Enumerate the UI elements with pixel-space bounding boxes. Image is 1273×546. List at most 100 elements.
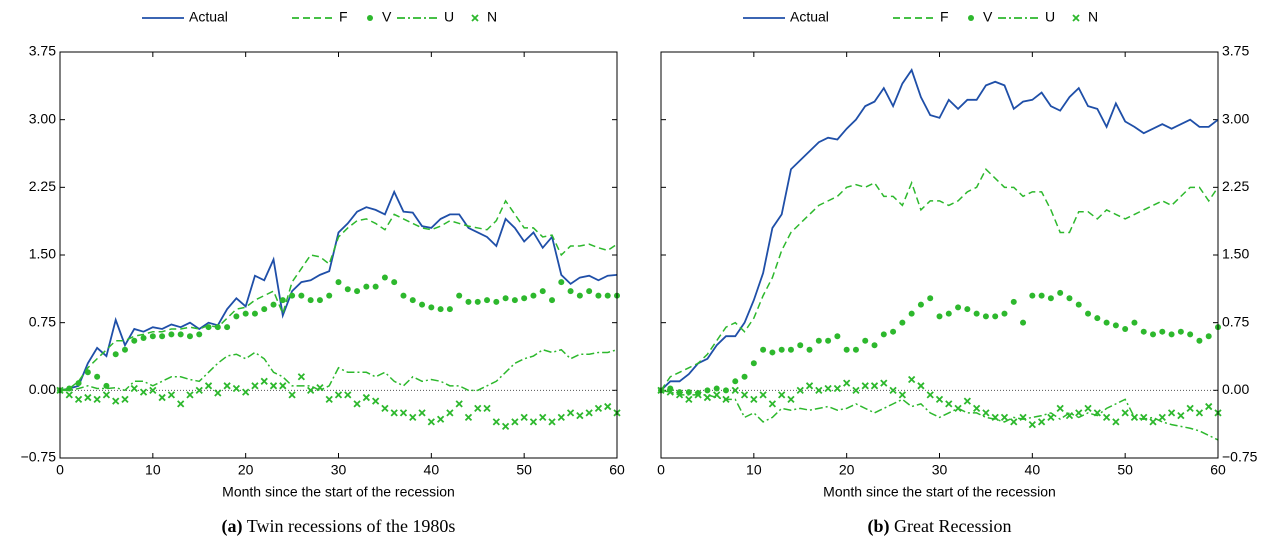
data-point — [464, 413, 473, 422]
data-point — [167, 391, 176, 399]
data-point — [926, 391, 934, 399]
data-point — [391, 279, 398, 286]
y-tick-label: 3.00 — [1222, 110, 1249, 126]
data-point — [270, 301, 277, 308]
data-point — [502, 295, 509, 302]
data-point — [363, 283, 370, 290]
data-point — [548, 418, 556, 426]
data-point — [344, 391, 352, 399]
data-point — [972, 404, 981, 413]
data-point — [805, 382, 814, 390]
data-point — [991, 413, 999, 422]
data-point — [955, 304, 962, 311]
legend-label: N — [487, 9, 497, 25]
data-point — [685, 395, 693, 403]
data-point — [1075, 409, 1083, 417]
data-point — [945, 400, 953, 408]
data-point — [1130, 413, 1139, 422]
data-point — [731, 386, 739, 394]
data-point — [149, 386, 157, 394]
data-point — [1102, 413, 1111, 422]
data-point — [325, 395, 333, 403]
data-point — [1010, 298, 1017, 305]
data-point — [446, 306, 453, 313]
data-point — [483, 404, 491, 413]
data-point — [1140, 328, 1147, 335]
data-point — [289, 292, 296, 299]
data-point — [778, 391, 786, 399]
data-point — [409, 297, 416, 304]
y-tick-label: −0.75 — [1222, 449, 1258, 465]
data-point — [130, 384, 138, 393]
data-point — [362, 393, 370, 402]
x-tick-label: 50 — [516, 462, 532, 478]
data-point — [354, 288, 361, 295]
data-point — [750, 395, 758, 403]
data-point — [815, 386, 823, 394]
data-point — [1038, 292, 1045, 299]
series-line — [59, 199, 618, 392]
panel: −0.75 0.00 0.75 1.50 2.25 3.00 3.75 0 10 20 30 40 50… — [657, 9, 1258, 537]
data-point — [1150, 331, 1157, 338]
legend-marker — [471, 14, 479, 22]
data-point — [954, 404, 962, 413]
data-point — [298, 292, 305, 299]
data-point — [381, 404, 389, 413]
data-point — [74, 395, 83, 403]
data-point — [1167, 409, 1176, 417]
data-point — [703, 393, 712, 402]
data-point — [269, 382, 278, 390]
x-tick-label: 20 — [839, 462, 855, 478]
data-point — [1001, 310, 1008, 317]
data-point — [843, 346, 850, 353]
data-point — [1028, 420, 1036, 429]
data-point — [1075, 301, 1082, 308]
data-point — [75, 380, 82, 387]
y-tick-label: 3.00 — [29, 110, 56, 126]
data-point — [103, 382, 110, 389]
data-point — [121, 346, 128, 353]
data-point — [1020, 319, 1027, 326]
data-point — [307, 386, 315, 394]
data-point — [685, 389, 692, 396]
data-point — [908, 375, 916, 384]
data-point — [372, 283, 379, 290]
data-point — [1066, 295, 1073, 302]
data-point — [973, 310, 980, 317]
data-point — [1029, 292, 1036, 299]
data-point — [880, 331, 887, 338]
data-point — [279, 297, 286, 304]
data-point — [759, 391, 767, 399]
x-tick-label: 10 — [145, 462, 161, 478]
data-point — [713, 385, 720, 392]
data-point — [557, 413, 565, 422]
data-point — [1122, 325, 1129, 332]
x-tick-label: 20 — [238, 462, 254, 478]
data-point — [1112, 418, 1120, 426]
data-point — [927, 295, 934, 302]
data-point — [787, 346, 794, 353]
data-point — [1037, 418, 1046, 426]
data-point — [594, 404, 603, 413]
data-point — [1187, 331, 1194, 338]
legend-label: U — [1045, 9, 1055, 25]
data-point — [585, 409, 593, 417]
data-point — [307, 297, 314, 304]
data-point — [93, 395, 101, 403]
data-point — [945, 310, 952, 317]
data-point — [778, 346, 785, 353]
data-point — [140, 335, 147, 342]
data-point — [224, 324, 231, 331]
data-point — [963, 397, 971, 405]
data-point — [843, 379, 851, 387]
legend-label: V — [983, 9, 993, 25]
x-tick-label: 40 — [1025, 462, 1041, 478]
legend-label: U — [444, 9, 454, 25]
data-point — [890, 328, 897, 335]
x-tick-label: 0 — [56, 462, 64, 478]
data-point — [833, 384, 842, 393]
data-point — [787, 395, 795, 403]
data-point — [353, 400, 361, 408]
data-point — [1047, 295, 1054, 302]
legend-label: Actual — [790, 9, 829, 25]
